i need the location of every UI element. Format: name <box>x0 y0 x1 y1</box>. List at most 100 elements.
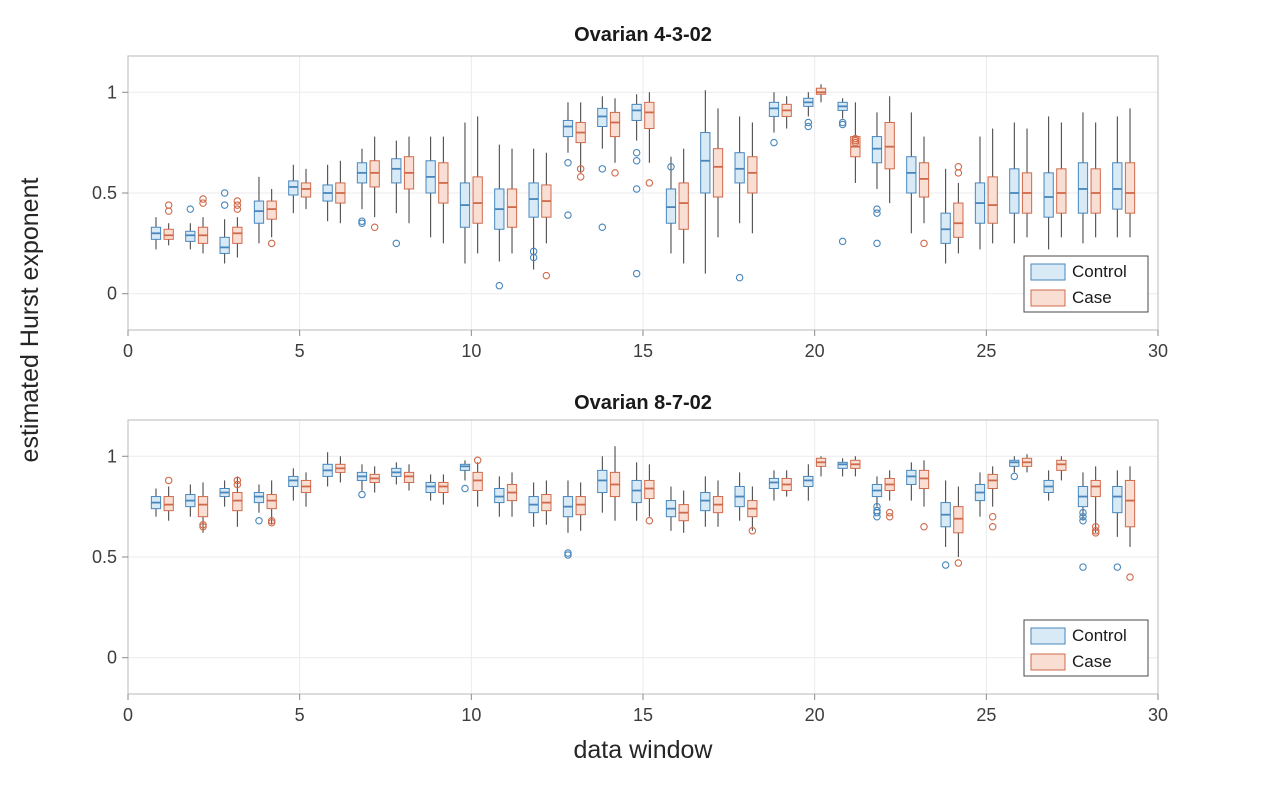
box-control-2 <box>185 484 196 517</box>
outlier-point <box>954 559 963 567</box>
box-control-9 <box>425 474 436 501</box>
outlier-point <box>255 516 263 525</box>
outlier-point <box>186 205 195 213</box>
outlier-point <box>632 185 641 193</box>
outlier-point <box>920 523 928 531</box>
box-control-8 <box>391 140 402 214</box>
box-control-8 <box>391 462 402 485</box>
box-case-14 <box>609 98 621 163</box>
x-tick-label: 5 <box>295 341 305 361</box>
outlier-point <box>885 512 894 521</box>
outlier-point <box>576 165 585 173</box>
x-tick-label: 10 <box>461 705 481 725</box>
chart-canvas: 0 5 10 15 20 25 30 0 0.5 1 Control Case <box>92 419 1168 725</box>
legend-swatch-case <box>1030 653 1066 671</box>
x-tick-label: 5 <box>295 705 305 725</box>
box-case-22 <box>884 96 895 204</box>
box-case-27 <box>1056 122 1067 238</box>
outlier-point <box>220 189 229 197</box>
box-case-23 <box>918 460 930 507</box>
box-case-19 <box>781 96 792 129</box>
box-case-24 <box>953 182 964 254</box>
chart-title-ovarian-4-3-02: Ovarian 4-3-02 <box>574 24 712 46</box>
box-case-5 <box>300 168 312 210</box>
box-control-4 <box>253 176 265 244</box>
box-control-10 <box>459 122 471 264</box>
outlier-point <box>164 201 173 209</box>
box-control-26 <box>1009 122 1020 244</box>
box-case-5 <box>300 472 312 507</box>
outlier-point <box>199 521 207 529</box>
outlier-point <box>164 207 173 215</box>
outlier-point <box>358 219 366 227</box>
box-case-12 <box>541 480 552 525</box>
box-case-6 <box>335 456 346 483</box>
outlier-point <box>1091 527 1100 535</box>
outlier-point <box>370 223 379 232</box>
box-case-1 <box>163 486 174 521</box>
box-case-2 <box>197 217 209 254</box>
outlier-point <box>851 136 860 145</box>
outlier-point <box>233 205 242 213</box>
box-case-23 <box>918 136 930 224</box>
outlier-point <box>233 476 242 485</box>
outlier-point <box>920 239 928 248</box>
x-tick-label: 10 <box>461 341 481 361</box>
boxplot-ovarian-4-3-02: 0 5 10 15 20 25 30 0 0.5 1 Control Case <box>60 8 1270 368</box>
y-tick-label: 1 <box>107 446 117 466</box>
box-case-24 <box>953 486 964 557</box>
box-control-5 <box>288 164 299 214</box>
box-control-12 <box>528 482 539 527</box>
box-control-20 <box>803 92 814 117</box>
box-case-21 <box>850 102 861 183</box>
boxplot-ovarian-8-7-02: 0 5 10 15 20 25 30 0 0.5 1 Control Case <box>60 372 1270 732</box>
box-case-9 <box>438 474 449 505</box>
box-case-16 <box>678 490 689 533</box>
outlier-point <box>873 209 881 217</box>
outlier-point <box>1079 512 1087 521</box>
x-tick-label: 20 <box>805 705 825 725</box>
box-control-20 <box>803 464 814 501</box>
box-control-14 <box>597 96 608 149</box>
legend-swatch-control <box>1030 627 1066 645</box>
outlier-point <box>1091 529 1100 537</box>
outlier-point <box>1010 472 1019 481</box>
box-case-17 <box>712 480 724 527</box>
box-control-10 <box>459 460 471 481</box>
box-control-3 <box>219 480 230 507</box>
x-tick-label: 15 <box>633 341 653 361</box>
box-case-15 <box>644 92 655 163</box>
box-control-7 <box>356 464 368 491</box>
outlier-point <box>1113 563 1122 571</box>
x-tick-label: 20 <box>805 341 825 361</box>
outlier-point <box>220 201 229 209</box>
box-case-26 <box>1021 454 1033 473</box>
outlier-point <box>233 197 242 205</box>
box-case-21 <box>850 456 861 477</box>
box-case-13 <box>575 102 586 173</box>
box-control-29 <box>1112 470 1123 537</box>
outlier-point <box>851 134 860 143</box>
outlier-point <box>495 281 504 290</box>
outlier-point <box>564 211 572 219</box>
outlier-point <box>873 508 881 517</box>
outlier-point <box>392 239 401 248</box>
outlier-point <box>885 508 894 517</box>
x-tick-label: 25 <box>976 705 996 725</box>
outlier-point <box>645 516 654 525</box>
box-control-22 <box>871 112 883 189</box>
outlier-point <box>954 169 963 177</box>
box-control-28 <box>1077 112 1089 244</box>
chart-title-ovarian-8-7-02: Ovarian 8-7-02 <box>574 392 712 414</box>
outlier-point <box>564 159 572 167</box>
box-case-13 <box>575 482 586 531</box>
x-tick-label: 0 <box>123 705 133 725</box>
box-control-23 <box>906 462 917 501</box>
outlier-point <box>358 217 366 225</box>
box-case-20 <box>815 84 827 103</box>
outlier-point <box>164 476 173 485</box>
outlier-point <box>598 223 607 232</box>
box-control-7 <box>356 148 368 210</box>
box-case-7 <box>369 466 380 493</box>
y-tick-label: 1 <box>107 82 117 102</box>
